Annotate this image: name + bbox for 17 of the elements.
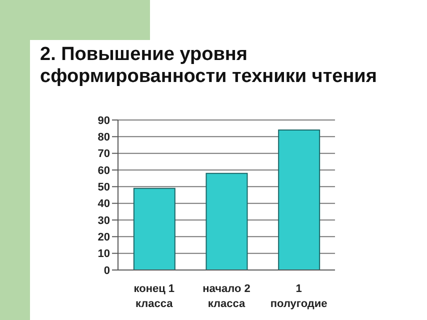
y-tick-label: 90 [98, 114, 110, 127]
chart-title: 2. Повышение уровня сформированности техники чтения [40, 44, 378, 88]
y-tick-label: 20 [98, 232, 110, 244]
y-tick-label: 30 [98, 214, 110, 227]
y-tick-label: 70 [98, 148, 110, 160]
bar [206, 172, 248, 270]
x-tick-label: начало 2 класса [202, 283, 250, 310]
x-tick-label: 1 полугодие [270, 283, 328, 310]
y-tick-label: 0 [104, 264, 110, 277]
y-tick-label: 80 [98, 132, 110, 144]
bar [133, 188, 176, 270]
y-tick-label: 60 [98, 164, 110, 177]
y-tick-label: 40 [98, 198, 110, 210]
y-tick-label: 10 [98, 248, 110, 260]
y-tick-label: 50 [98, 182, 110, 194]
bar [278, 130, 320, 270]
x-tick-label: конец 1 класса [134, 283, 175, 310]
